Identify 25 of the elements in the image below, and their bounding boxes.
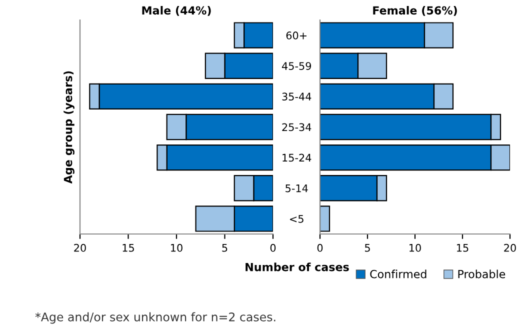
x-tick-label: 10 (410, 244, 421, 252)
legend-label: Probable (458, 270, 506, 278)
x-tick-label: 20 (504, 244, 516, 252)
y-tick-label: <5 (290, 215, 304, 223)
x-tick-label: 15 (457, 244, 468, 252)
x-tick-label: 5 (364, 244, 370, 252)
bar (320, 206, 330, 232)
y-tick-label: 35-44 (282, 92, 312, 101)
x-tick-label: 0 (270, 244, 276, 252)
chart-title: Male (44%) (142, 6, 211, 16)
y-tick-label: 5-14 (286, 184, 308, 192)
x-tick-label: 15 (122, 244, 134, 252)
x-axis-title: Number of cases (246, 262, 349, 272)
y-tick-label: 60+ (286, 32, 306, 40)
chart-title: Female (56%) (373, 6, 457, 16)
x-tick-label: 20 (74, 244, 86, 252)
text: *Age and/or sex unknown for n=2 cases. (35, 312, 276, 324)
x-tick-label: 5 (222, 244, 228, 252)
y-tick-label: 45-59 (282, 62, 312, 70)
y-tick-label: 15-24 (282, 154, 312, 162)
y-tick-label: 25-34 (282, 123, 312, 132)
x-tick-label: 0 (317, 244, 323, 252)
legend-label: Confirmed (370, 270, 426, 278)
x-tick-label: 10 (171, 244, 182, 252)
y-axis-title: Age group (years) (64, 71, 74, 184)
